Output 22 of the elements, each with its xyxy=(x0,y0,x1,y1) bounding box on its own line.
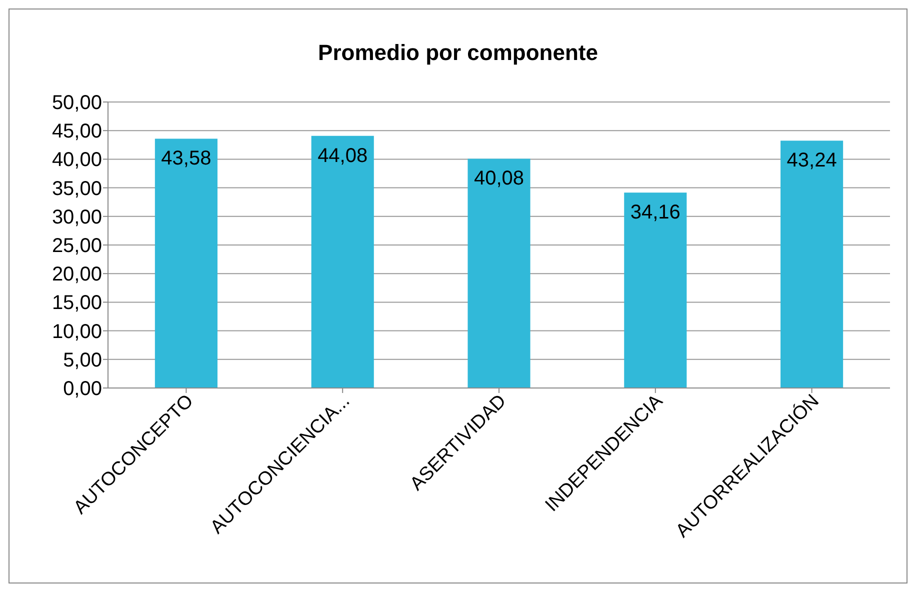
y-tick-label: 45,00 xyxy=(52,120,102,143)
y-tick-label: 30,00 xyxy=(52,206,102,228)
data-label: 44,08 xyxy=(318,144,368,167)
chart-title: Promedio por componente xyxy=(318,40,598,65)
y-tick-label: 0,00 xyxy=(63,378,102,400)
data-label: 43,58 xyxy=(161,148,212,170)
data-label: 40,08 xyxy=(474,168,524,190)
bar xyxy=(624,192,687,388)
y-tick-label: 40,00 xyxy=(52,149,102,172)
y-tick-label: 35,00 xyxy=(52,178,102,200)
bar xyxy=(154,138,218,388)
y-tick-label: 5,00 xyxy=(63,349,102,372)
y-tick-label: 20,00 xyxy=(52,264,102,286)
bar xyxy=(468,158,530,388)
y-tick-label: 10,00 xyxy=(52,320,102,343)
data-label: 34,16 xyxy=(630,202,680,224)
bar xyxy=(780,140,844,388)
y-tick-label: 50,00 xyxy=(52,92,102,114)
data-label: 43,24 xyxy=(786,150,837,172)
y-tick-label: 25,00 xyxy=(52,235,102,257)
y-tick-label: 15,00 xyxy=(52,292,102,314)
bar xyxy=(311,136,374,388)
